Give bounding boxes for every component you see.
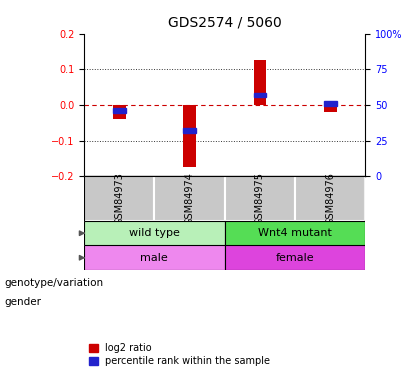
Title: GDS2574 / 5060: GDS2574 / 5060 [168, 16, 281, 30]
Text: genotype/variation: genotype/variation [4, 278, 103, 288]
Text: GSM84976: GSM84976 [325, 172, 335, 225]
Text: GSM84973: GSM84973 [114, 172, 124, 225]
Bar [225, 176, 295, 221]
Bar [225, 221, 365, 246]
Bar [84, 221, 225, 246]
Text: GSM84974: GSM84974 [184, 172, 194, 225]
Bar [183, 105, 196, 168]
Bar [183, 128, 196, 133]
Bar [295, 176, 365, 221]
Bar [113, 108, 126, 113]
Text: Wnt4 mutant: Wnt4 mutant [258, 228, 332, 238]
Bar [155, 176, 225, 221]
Bar [225, 246, 365, 270]
Bar [84, 246, 225, 270]
Text: male: male [140, 253, 168, 263]
Bar [113, 105, 126, 119]
Legend: log2 ratio, percentile rank within the sample: log2 ratio, percentile rank within the s… [89, 344, 270, 366]
Bar [254, 93, 266, 98]
Bar [324, 101, 336, 106]
Text: gender: gender [4, 297, 41, 307]
Bar [84, 176, 155, 221]
Bar [254, 60, 266, 105]
Bar [324, 105, 336, 112]
Text: female: female [276, 253, 314, 263]
Text: GSM84975: GSM84975 [255, 172, 265, 225]
Text: wild type: wild type [129, 228, 180, 238]
